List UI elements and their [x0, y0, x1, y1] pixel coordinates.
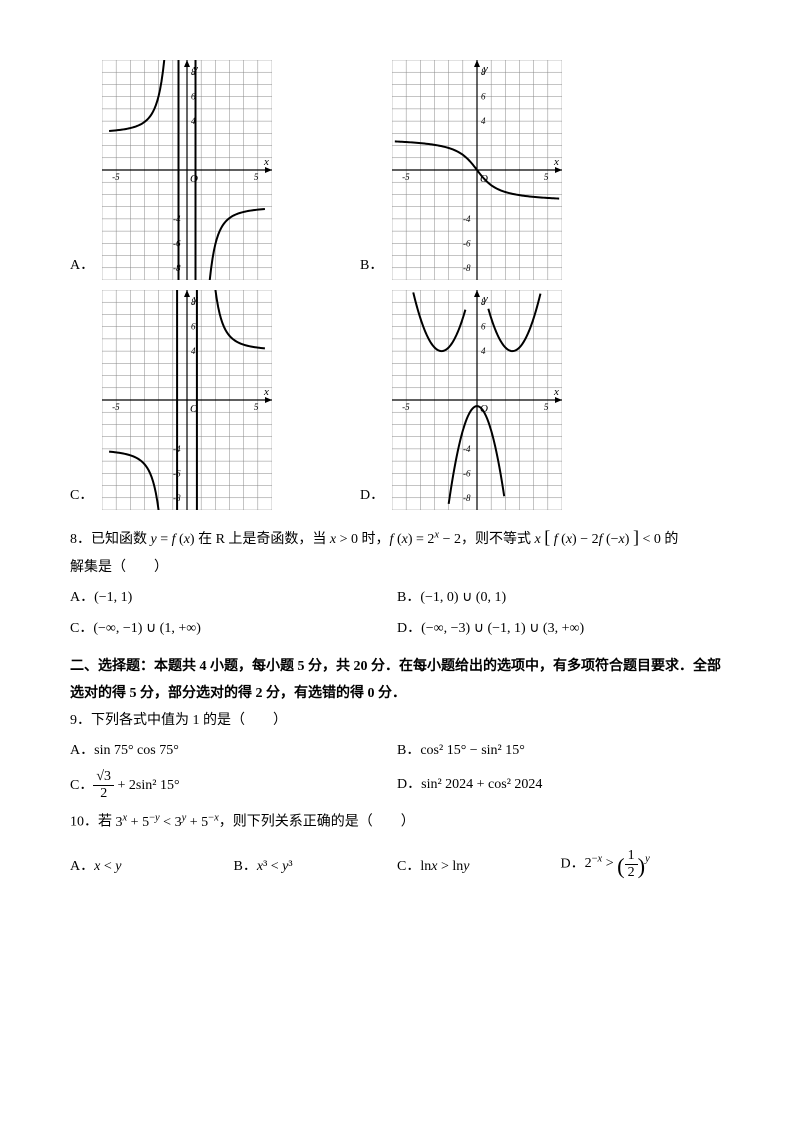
graph-A: -55-8-6-4468xyO — [102, 60, 272, 280]
svg-text:4: 4 — [481, 116, 486, 126]
option-label: C． — [70, 483, 94, 510]
svg-text:x: x — [553, 156, 559, 168]
q8-m2: 时， — [358, 532, 390, 547]
svg-text:x: x — [553, 386, 559, 398]
graph-option-A: A．-55-8-6-4468xyO — [70, 60, 360, 280]
svg-text:-4: -4 — [173, 214, 181, 224]
svg-text:y: y — [482, 293, 488, 305]
option-label: A． — [70, 253, 94, 280]
q9-opt-c: C．√32 + 2sin² 15° — [70, 769, 397, 802]
svg-text:-8: -8 — [173, 263, 181, 273]
section-2-title: 二、选择题：本题共 4 小题，每小题 5 分，共 20 分．在每小题给出的选项中… — [70, 654, 724, 707]
svg-text:4: 4 — [481, 346, 486, 356]
graph-option-D: D．-55-8-6-4468xyO — [360, 290, 562, 510]
svg-text:6: 6 — [481, 92, 486, 102]
svg-text:6: 6 — [481, 322, 486, 332]
question-8: 8．已知函数 y = f (x) 在 R 上是奇函数，当 x > 0 时，f (… — [70, 520, 724, 642]
svg-text:-6: -6 — [173, 238, 181, 248]
q9-opt-b: B．cos² 15° − sin² 15° — [397, 738, 724, 765]
svg-text:O: O — [190, 173, 198, 185]
svg-text:x: x — [263, 386, 269, 398]
graph-D: -55-8-6-4468xyO — [392, 290, 562, 510]
q8-opt-c: C．(−∞, −1) ∪ (1, +∞) — [70, 616, 397, 643]
graph-B: -55-8-6-4468xyO — [392, 60, 562, 280]
q10-opt-d: D．2−x > (12)y — [561, 846, 725, 889]
q8-line2: 解集是（ ） — [70, 555, 724, 582]
svg-text:-5: -5 — [402, 172, 410, 182]
svg-text:6: 6 — [191, 322, 196, 332]
q10-opt-a: A．x < y — [70, 854, 234, 881]
svg-text:-8: -8 — [463, 263, 471, 273]
svg-text:-5: -5 — [112, 402, 120, 412]
q8-m1: 在 R 上是奇函数，当 — [195, 532, 330, 547]
svg-text:-5: -5 — [402, 402, 410, 412]
question-9: 9．下列各式中值为 1 的是（ ） A．sin 75° cos 75° B．co… — [70, 708, 724, 802]
q8-opt-d: D．(−∞, −3) ∪ (−1, 1) ∪ (3, +∞) — [397, 616, 724, 643]
svg-text:-4: -4 — [463, 214, 471, 224]
svg-text:5: 5 — [254, 402, 259, 412]
q10-pre: 10．若 — [70, 815, 116, 830]
q10-post: ，则下列关系正确的是（ ） — [219, 815, 415, 830]
svg-text:4: 4 — [191, 346, 196, 356]
graph-option-B: B．-55-8-6-4468xyO — [360, 60, 562, 280]
q8-opt-b: B．(−1, 0) ∪ (0, 1) — [397, 585, 724, 612]
svg-text:5: 5 — [254, 172, 259, 182]
svg-text:-4: -4 — [463, 444, 471, 454]
svg-text:5: 5 — [544, 402, 549, 412]
q8-m4: 的 — [661, 532, 679, 547]
svg-text:-6: -6 — [463, 468, 471, 478]
q8-opt-a: A．(−1, 1) — [70, 585, 397, 612]
svg-text:-8: -8 — [463, 493, 471, 503]
graph-C: -55-8-6-4468xyO — [102, 290, 272, 510]
q9-opt-d: D．sin² 2024 + cos² 2024 — [397, 772, 724, 799]
graph-options: A．-55-8-6-4468xyOB．-55-8-6-4468xyOC．-55-… — [70, 60, 724, 510]
option-label: D． — [360, 483, 384, 510]
q10-opt-b: B．x³ < y³ — [234, 854, 398, 881]
svg-text:5: 5 — [544, 172, 549, 182]
question-10: 10．若 3x + 5−y < 3y + 5−x，则下列关系正确的是（ ） A．… — [70, 808, 724, 889]
svg-text:x: x — [263, 156, 269, 168]
svg-text:y: y — [482, 63, 488, 75]
graph-option-C: C．-55-8-6-4468xyO — [70, 290, 360, 510]
q8-pre: 8．已知函数 — [70, 532, 151, 547]
q10-opt-c: C．lnx > lny — [397, 854, 561, 881]
q8-m3: ，则不等式 — [461, 532, 535, 547]
svg-text:-6: -6 — [463, 238, 471, 248]
q9-opt-a: A．sin 75° cos 75° — [70, 738, 397, 765]
option-label: B． — [360, 253, 384, 280]
q9-stem: 9．下列各式中值为 1 的是（ ） — [70, 708, 724, 735]
svg-text:-5: -5 — [112, 172, 120, 182]
